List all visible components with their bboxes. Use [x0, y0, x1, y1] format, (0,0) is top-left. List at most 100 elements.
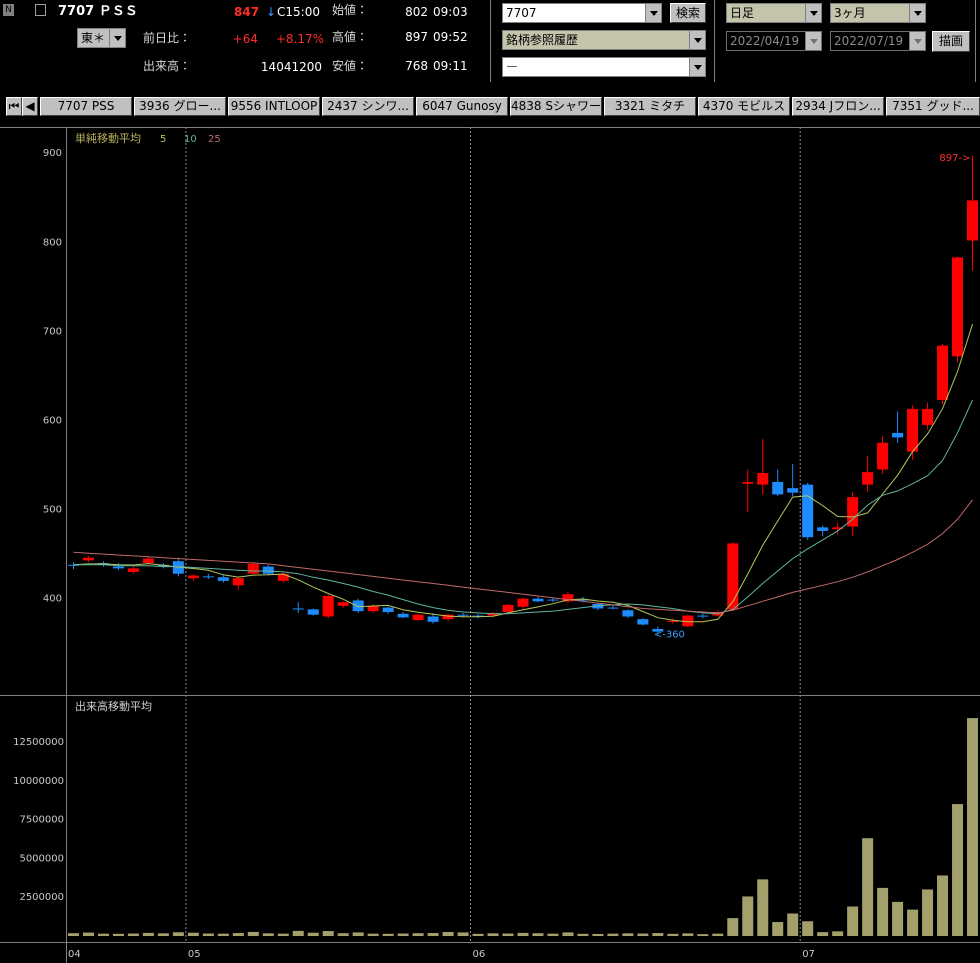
y-tick-label: 700 — [43, 326, 62, 337]
candle-body — [952, 257, 964, 357]
candle-body — [127, 568, 139, 572]
candle-body — [907, 408, 919, 452]
dropdown-arrow — [689, 58, 705, 76]
volume-bar — [547, 933, 559, 936]
volume-bar — [262, 933, 274, 936]
y-tick-label: 500 — [43, 505, 62, 516]
volume-bar — [952, 804, 964, 936]
change-pct: +8.17% — [275, 32, 324, 46]
separator — [975, 0, 976, 82]
tab[interactable]: 7351 グッド... — [886, 97, 980, 116]
tab[interactable]: 2934 Jフロン... — [792, 97, 884, 116]
badge: N — [3, 4, 14, 16]
low-time: 09:11 — [433, 59, 468, 73]
change: +64 — [232, 32, 258, 46]
candle-body — [142, 558, 154, 564]
candle-body — [382, 607, 394, 613]
tab[interactable]: 2437 シンワ... — [322, 97, 414, 116]
candle-body — [412, 614, 424, 621]
time: C15:00 — [277, 5, 320, 19]
candle-body — [787, 488, 799, 493]
code-input[interactable]: 7707 — [502, 3, 662, 23]
tab[interactable]: 6047 Gunosy — [416, 97, 508, 116]
indicator-title: 出来高移動平均 — [75, 699, 152, 713]
candle-body — [187, 575, 199, 579]
volume-bar — [112, 933, 124, 936]
tab[interactable]: 3936 グロー... — [134, 97, 226, 116]
volume-bar — [967, 718, 979, 936]
candle-body — [862, 472, 874, 485]
volume-bar — [697, 934, 709, 936]
period-select[interactable]: 日足 — [726, 3, 822, 23]
volume-bar — [502, 933, 514, 936]
volume-bar — [97, 933, 109, 936]
volume-bar — [292, 930, 304, 936]
tab[interactable]: 7707 PSS — [40, 97, 132, 116]
volume-bar — [727, 918, 739, 936]
open-time: 09:03 — [433, 5, 468, 19]
exchange-select[interactable]: 東＊ — [77, 28, 126, 48]
volume-bar — [172, 932, 184, 936]
volume-bar — [682, 933, 694, 936]
volume-bar — [217, 933, 229, 936]
tab[interactable]: 4838 Sシャワー — [510, 97, 602, 116]
candle-body — [112, 566, 124, 569]
range-select[interactable]: 3ヶ月 — [830, 3, 926, 23]
candle-body — [232, 578, 244, 586]
candle-body — [427, 616, 439, 622]
volume-bar — [457, 932, 469, 936]
y-tick-label: 600 — [43, 415, 62, 426]
volume-bar — [712, 933, 724, 936]
candle-body — [622, 610, 634, 617]
candle-body — [577, 599, 589, 601]
first-tab-button[interactable]: ⏮ — [6, 97, 22, 116]
dropdown-arrow — [645, 4, 661, 22]
annotation: <-360 — [654, 629, 685, 640]
candle-body — [607, 607, 619, 609]
blank-select[interactable]: ー — [502, 57, 706, 77]
volume-bar — [307, 932, 319, 936]
candle-body — [847, 497, 859, 527]
from: 2022/04/19 — [730, 34, 800, 48]
volume-bar — [907, 909, 919, 936]
high-time: 09:52 — [433, 30, 468, 44]
draw-button[interactable]: 描画 — [932, 31, 970, 52]
candle-body — [697, 615, 709, 617]
candle-body — [652, 628, 664, 632]
candle-body — [217, 577, 229, 581]
candle-body — [292, 608, 304, 610]
dropdown-arrow — [689, 31, 705, 49]
candle-body — [757, 473, 769, 485]
candle-body — [937, 345, 949, 400]
legend-label: 25 — [208, 134, 221, 145]
tab[interactable]: 4370 モビルス — [698, 97, 790, 116]
volume: 14041200 — [260, 60, 322, 74]
code: 7707 — [506, 6, 537, 20]
candle-body — [247, 563, 259, 574]
history-select[interactable]: 銘柄参照履歴 — [502, 30, 706, 50]
volume-bar — [592, 933, 604, 936]
dropdown-arrow — [805, 32, 821, 50]
annotation: 897-> — [939, 153, 970, 164]
change-label: 前日比： — [143, 31, 192, 45]
candle-body — [547, 599, 559, 601]
candle-body — [307, 609, 319, 615]
tab[interactable]: 9556 INTLOOP — [228, 97, 320, 116]
volume-bar — [517, 932, 529, 936]
search-button[interactable]: 検索 — [670, 3, 706, 23]
candle-body — [802, 484, 814, 538]
tab[interactable]: 3321 ミタチ — [604, 97, 696, 116]
prev-tab-button[interactable]: ◀ — [22, 97, 38, 116]
candle-body — [877, 442, 889, 470]
candle-body — [502, 604, 514, 613]
y-tick-label: 5000000 — [19, 853, 64, 864]
candle-body — [817, 527, 829, 531]
volume-bar — [412, 933, 424, 936]
high-label: 高値： — [332, 30, 369, 44]
alert-icon[interactable] — [35, 4, 46, 16]
price: 847 — [234, 5, 260, 19]
candle-body — [352, 600, 364, 612]
volume-bar — [82, 932, 94, 936]
volume-bar — [472, 933, 484, 936]
